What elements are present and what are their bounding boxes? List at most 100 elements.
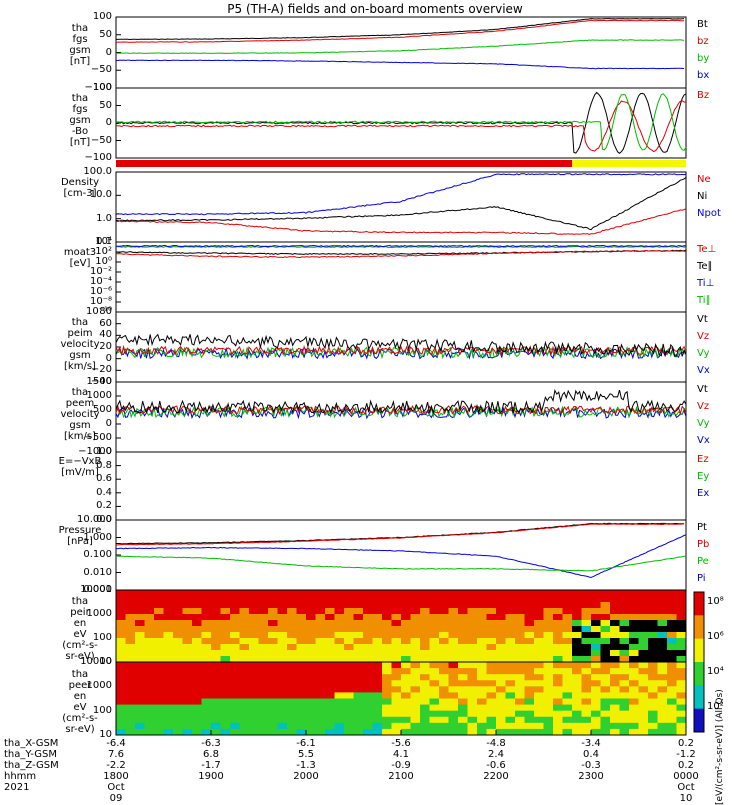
spectrogram-cell xyxy=(230,710,240,718)
spectrogram-cell xyxy=(315,692,326,699)
spectrogram-cell xyxy=(230,638,240,645)
spectrogram-cell xyxy=(600,644,611,651)
spectrogram-cell xyxy=(439,668,449,675)
spectrogram-cell xyxy=(173,650,183,657)
spectrogram-cell xyxy=(192,644,202,651)
spectrogram-cell xyxy=(192,674,202,681)
bottom-axis-value: -0.3 xyxy=(581,760,601,771)
spectrogram-cell xyxy=(135,704,145,712)
spectrogram-cell xyxy=(296,686,307,693)
spectrogram-cell xyxy=(420,662,430,669)
spectrogram-cell xyxy=(334,728,345,736)
spectrogram-cell xyxy=(610,716,620,724)
spectrogram-cell xyxy=(638,728,649,736)
spectrogram-cell xyxy=(410,632,421,639)
spectrogram-cell xyxy=(629,614,639,621)
spectrogram-cell xyxy=(220,614,231,621)
spectrogram-cell xyxy=(543,716,554,724)
spectrogram-cell xyxy=(249,704,259,712)
spectrogram-cell xyxy=(458,602,468,609)
spectrogram-cell xyxy=(192,662,202,669)
series-Vt-4 xyxy=(115,333,687,357)
spectrogram-cell xyxy=(173,692,183,699)
spectrogram-cell xyxy=(154,626,164,633)
spectrogram-cell xyxy=(268,686,278,693)
spectrogram-cell xyxy=(619,716,630,724)
ytick-label-density: 1.0 xyxy=(96,212,112,224)
spectrogram-cell xyxy=(116,710,126,718)
spectrogram-cell xyxy=(201,728,212,736)
spectrogram-cell xyxy=(144,710,155,718)
spectrogram-cell xyxy=(600,728,611,736)
spectrogram-cell xyxy=(296,590,307,597)
spectrogram-cell xyxy=(353,620,364,627)
spectrogram-cell xyxy=(296,662,307,669)
spectrogram-cell xyxy=(448,644,459,651)
spectrogram-cell xyxy=(553,644,563,651)
spectrogram-cell xyxy=(562,614,573,621)
spectrogram-cell xyxy=(410,602,421,609)
spectrogram-cell xyxy=(249,710,259,718)
spectrogram-cell xyxy=(201,662,212,669)
spectrogram-cell xyxy=(610,722,620,730)
spectrogram-cell xyxy=(638,668,649,675)
spectrogram-cell xyxy=(477,698,487,706)
legend-temp-Te⊥: Te⊥ xyxy=(697,244,717,255)
spectrogram-cell xyxy=(268,662,278,669)
spectrogram-cell xyxy=(135,626,145,633)
spectrogram-cell xyxy=(258,662,269,669)
spectrogram-cell xyxy=(600,596,611,603)
spectrogram-cell xyxy=(277,710,288,718)
spectrogram-cell xyxy=(325,686,335,693)
spectrogram-cell xyxy=(201,644,212,651)
spectrogram-cell xyxy=(296,710,307,718)
spectrogram-cell xyxy=(572,596,582,603)
spectrogram-cell xyxy=(619,602,630,609)
spectrogram-cell xyxy=(182,644,193,651)
spectrogram-cell xyxy=(401,710,411,718)
spectrogram-cell xyxy=(163,716,174,724)
spectrogram-cell xyxy=(372,596,383,603)
spectrogram-cell xyxy=(353,644,364,651)
spectrogram-cell xyxy=(325,662,335,669)
spectrogram-cell xyxy=(619,632,630,639)
spectrogram-cell xyxy=(211,620,221,627)
spectrogram-cell xyxy=(249,728,259,736)
spectrogram-cell xyxy=(382,632,392,639)
spectrogram-cell xyxy=(524,614,535,621)
spectrogram-cell xyxy=(144,698,155,706)
spectrogram-cell xyxy=(154,692,164,699)
spectrogram-cell xyxy=(619,728,630,736)
spectrogram-cell xyxy=(429,632,440,639)
spectrogram-cell xyxy=(439,650,449,657)
spectrogram-cell xyxy=(591,614,601,621)
spectrogram-cell xyxy=(154,644,164,651)
series-Vy-4 xyxy=(115,345,687,360)
spectrogram-cell xyxy=(182,680,193,687)
spectrogram-cell xyxy=(391,668,402,675)
spectrogram-cell xyxy=(391,728,402,736)
spectrogram-cell xyxy=(448,710,459,718)
spectrogram-cell xyxy=(334,704,345,712)
spectrogram-cell xyxy=(553,674,563,681)
spectrogram-cell xyxy=(448,614,459,621)
spectrogram-cell xyxy=(600,662,611,669)
spectrogram-cell xyxy=(144,626,155,633)
spectrogram-cell xyxy=(676,596,687,603)
ytick-label-fgs: −50 xyxy=(90,64,112,76)
spectrogram-cell xyxy=(315,674,326,681)
spectrogram-cell xyxy=(562,692,573,699)
spectrogram-cell xyxy=(220,620,231,627)
spectrogram-cell xyxy=(391,656,402,663)
spectrogram-cell xyxy=(249,644,259,651)
spectrogram-cell xyxy=(505,710,516,718)
spectrogram-cell xyxy=(249,614,259,621)
spectrogram-cell xyxy=(534,632,544,639)
spectrogram-cell xyxy=(429,638,440,645)
spectrogram-cell xyxy=(619,590,630,597)
spectrogram-cell xyxy=(154,590,164,597)
spectrogram-cell xyxy=(591,590,601,597)
bottom-axis-value: 6.8 xyxy=(203,749,219,760)
spectrogram-cell xyxy=(543,686,554,693)
spectrogram-cell xyxy=(116,728,126,736)
